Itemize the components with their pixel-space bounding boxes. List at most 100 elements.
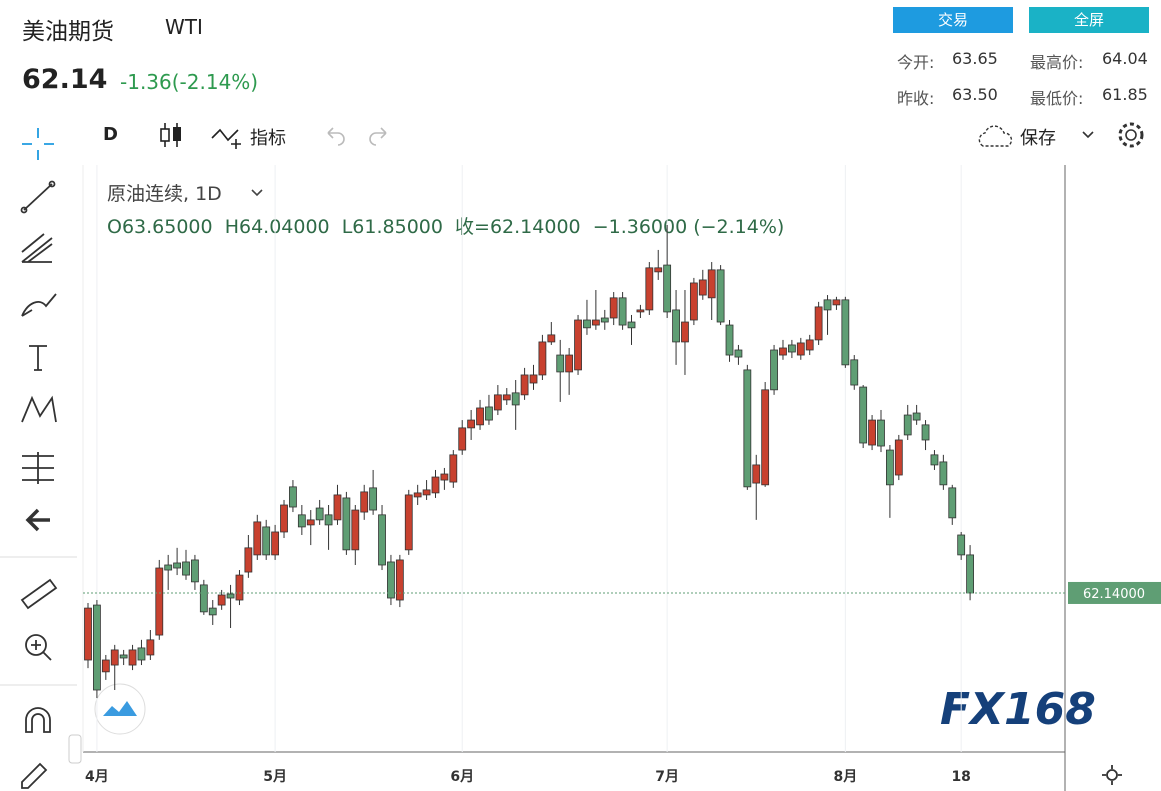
candle-body <box>369 487 378 511</box>
candle-body <box>574 319 582 371</box>
candle-body <box>841 299 850 366</box>
candle-body <box>627 321 636 329</box>
candle-body <box>859 386 868 444</box>
candle-type-icon[interactable] <box>158 120 184 150</box>
symbol: WTI <box>165 15 203 39</box>
candle-body <box>191 559 199 583</box>
x-tick-label: 4月 <box>85 769 109 785</box>
candle-body <box>173 562 182 569</box>
candle-body <box>743 369 752 488</box>
trade-button[interactable]: 交易 <box>893 7 1013 33</box>
x-tick-label: 5月 <box>263 769 287 785</box>
settings-sun-icon[interactable] <box>1102 765 1122 785</box>
candle-body <box>351 509 360 551</box>
candle-body <box>226 593 235 599</box>
candle-body <box>877 419 885 447</box>
candle-body <box>787 344 796 353</box>
candle-body <box>921 424 930 441</box>
candle-body <box>894 439 903 476</box>
brush-icon[interactable] <box>21 293 57 317</box>
trend-line-icon[interactable] <box>23 183 53 211</box>
interval-button[interactable]: D <box>103 124 118 145</box>
candle-body <box>805 339 814 351</box>
candle-body <box>378 514 386 566</box>
grid <box>96 165 962 752</box>
ruler-icon[interactable] <box>20 578 58 610</box>
candle-body <box>609 297 618 319</box>
candle-body <box>199 584 208 613</box>
candle-body <box>538 341 547 376</box>
stat-label: 今开: <box>897 53 935 72</box>
candle-body <box>850 359 859 386</box>
candle-body <box>84 607 92 661</box>
candle-body <box>306 519 315 526</box>
indicator-icon[interactable] <box>210 122 246 150</box>
candle-body <box>395 559 404 601</box>
candle-body <box>449 454 458 483</box>
candle-body <box>458 427 467 451</box>
candle-body <box>645 267 654 311</box>
candle-body <box>698 279 707 296</box>
candle-body <box>431 476 440 494</box>
watermark: FX168 <box>940 684 1096 735</box>
back-icon[interactable] <box>25 508 50 532</box>
undo-redo[interactable] <box>322 124 392 146</box>
candle-body <box>289 486 297 508</box>
candle-body <box>600 317 609 323</box>
save-button[interactable]: 保存 <box>1020 128 1056 149</box>
pattern-icon[interactable] <box>21 395 57 423</box>
candle-body <box>476 407 484 426</box>
x-tick-label: 8月 <box>833 769 857 785</box>
indicators-button[interactable]: 指标 <box>250 128 286 149</box>
lock-draw-icon[interactable] <box>21 762 48 789</box>
candle-body <box>591 319 600 326</box>
candle-body <box>761 389 770 486</box>
last-price: 62.14 <box>22 64 108 95</box>
last-price-tag <box>1068 581 1161 604</box>
last-price-label: 62.14000 <box>1083 587 1145 602</box>
zoom-icon[interactable] <box>25 634 47 656</box>
cloud-icon[interactable] <box>977 124 1017 150</box>
measure-icon[interactable] <box>22 452 54 484</box>
candle-body <box>912 412 921 421</box>
candle-body <box>485 406 493 421</box>
candle-body <box>101 659 110 673</box>
candle-body <box>235 574 244 601</box>
magnet-icon[interactable] <box>25 707 51 733</box>
text-icon[interactable] <box>29 345 47 371</box>
candle-body <box>734 349 743 358</box>
candle-body <box>948 487 957 519</box>
crosshair-icon[interactable] <box>22 128 54 160</box>
candle-body <box>182 561 190 576</box>
candle-body <box>271 531 280 556</box>
plot-frame <box>82 165 1066 791</box>
candle-body <box>868 419 876 446</box>
stat-label: 最高价: <box>1030 53 1084 72</box>
candle-body <box>796 342 805 356</box>
ohlc-legend: O63.65000 H64.04000 L61.85000 收=62.14000… <box>107 216 784 238</box>
x-tick-label: 6月 <box>450 769 474 785</box>
settings-icon[interactable] <box>1115 119 1147 151</box>
candle-body <box>957 534 966 556</box>
save-chevron[interactable] <box>1080 128 1096 142</box>
instrument-title: 美油期货 <box>22 19 114 45</box>
candle-body <box>208 607 217 616</box>
candles <box>84 224 974 699</box>
fib-icon[interactable] <box>21 233 53 263</box>
candle-body <box>725 324 734 356</box>
watermark-logo: FX168 <box>94 683 1096 735</box>
interval-chevron[interactable] <box>251 189 263 197</box>
fullscreen-button[interactable]: 全屏 <box>1029 7 1149 33</box>
candle-body <box>752 464 761 484</box>
candle-body <box>903 414 912 436</box>
candle-body <box>547 334 556 343</box>
x-tick-label: 18 <box>951 769 970 785</box>
candle-body <box>672 309 680 343</box>
left-toolbar <box>0 128 82 789</box>
candle-body <box>770 349 778 391</box>
candle-body <box>511 392 520 406</box>
candle-body <box>716 269 725 323</box>
candle-body <box>315 507 324 521</box>
